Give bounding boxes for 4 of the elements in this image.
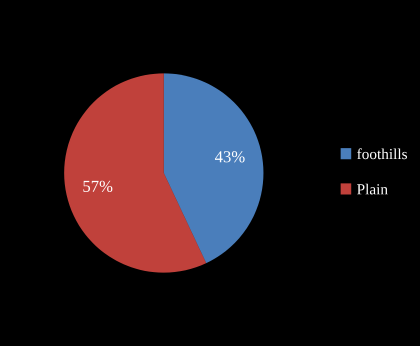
data-label: 57% [83,180,112,192]
data-label: 43% [214,151,245,162]
legend-label: foothills [357,148,408,160]
legend-label: Plain [357,184,388,194]
